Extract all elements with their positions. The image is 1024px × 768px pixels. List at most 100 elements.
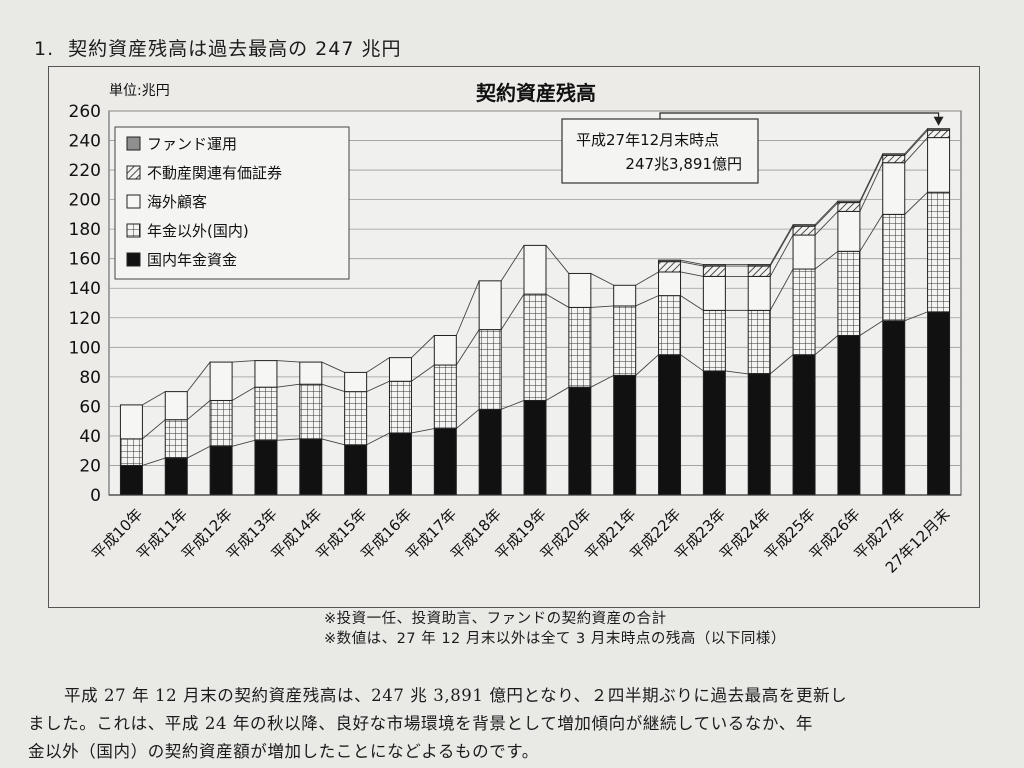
- bar-segment-fund: [658, 259, 682, 263]
- bar-segment-domestic-pension: [254, 439, 278, 496]
- connector-line: [859, 153, 884, 202]
- y-tick-label: 120: [69, 309, 101, 329]
- bar-segment-domestic-pension: [299, 438, 323, 496]
- connector-line: [680, 354, 704, 372]
- bar-segment-domestic-pension: [613, 374, 637, 496]
- body-paragraph-line: 金以外（国内）の契約資産額が増加したことになどよるものです。: [28, 742, 539, 761]
- bar-segment-non-pension-domestic: [613, 305, 637, 376]
- legend-box: [114, 126, 350, 280]
- bar-segment-fund: [792, 224, 816, 227]
- connector-line: [455, 329, 480, 366]
- bar-segment-real-estate: [658, 261, 682, 273]
- bar-segment-overseas: [433, 334, 457, 366]
- connector-line: [814, 202, 839, 227]
- connector-line: [142, 457, 166, 466]
- bar-segment-domestic-pension: [478, 408, 502, 496]
- legend-swatch: [126, 165, 141, 180]
- bar-segment-real-estate: [837, 202, 861, 212]
- connector-line: [321, 438, 345, 446]
- connector-line: [366, 432, 390, 446]
- bar-segment-domestic-pension: [433, 428, 457, 496]
- bar-segment-domestic-pension: [837, 334, 861, 496]
- bar-segment-overseas: [568, 272, 592, 308]
- connector-line: [500, 245, 525, 282]
- bar-segment-overseas: [344, 371, 368, 393]
- bar-segment-non-pension-domestic: [927, 191, 951, 313]
- bar-segment-domestic-pension: [164, 457, 188, 496]
- section-title: 契約資産残高は過去最高の 247 兆円: [68, 38, 402, 60]
- connector-line: [321, 383, 345, 393]
- bar-segment-overseas: [209, 361, 233, 401]
- legend-label: 海外顧客: [147, 193, 207, 211]
- connector-line: [725, 370, 749, 375]
- bar-segment-non-pension-domestic: [164, 419, 188, 459]
- y-tick-label: 160: [69, 250, 101, 270]
- connector-line: [904, 191, 928, 215]
- connector-line: [456, 408, 480, 429]
- bar-segment-non-pension-domestic: [882, 213, 906, 322]
- connector-line: [904, 311, 928, 322]
- connector-line: [680, 261, 704, 267]
- footnote-1: ※投資一任、投資助言、ファンドの契約資産の合計: [324, 611, 667, 627]
- connector-line: [859, 162, 884, 212]
- bar-segment-domestic-pension: [209, 445, 233, 496]
- bar-segment-non-pension-domestic: [254, 386, 278, 441]
- y-tick-label: 20: [79, 456, 101, 476]
- legend-swatch: [126, 252, 141, 267]
- y-tick-label: 180: [69, 220, 101, 240]
- bar-segment-real-estate: [702, 265, 726, 277]
- connector-line: [769, 268, 794, 311]
- bar-segment-real-estate: [792, 225, 816, 236]
- bar-segment-non-pension-domestic: [523, 293, 547, 401]
- bar-segment-domestic-pension: [927, 311, 951, 496]
- bar-segment-domestic-pension: [747, 373, 771, 496]
- bar-segment-overseas: [254, 360, 278, 388]
- bar-segment-non-pension-domestic: [433, 364, 457, 430]
- connector-line: [545, 386, 570, 401]
- bar-segment-overseas: [478, 280, 502, 331]
- connector-line: [635, 295, 659, 307]
- connector-line: [680, 295, 704, 311]
- bar-segment-non-pension-domestic: [837, 250, 861, 336]
- y-tick-label: 260: [69, 102, 101, 122]
- bar-segment-non-pension-domestic: [299, 383, 323, 440]
- bar-segment-overseas: [523, 244, 547, 295]
- annotation-box: [561, 118, 759, 184]
- bar-segment-real-estate: [882, 154, 906, 164]
- connector-line: [769, 234, 794, 277]
- y-tick-label: 240: [69, 132, 101, 152]
- connector-line: [545, 293, 570, 308]
- legend-swatch: [126, 223, 141, 238]
- connector-line: [904, 128, 928, 155]
- connector-line: [500, 293, 525, 330]
- stacked-bar-chart: 020406080100120140160180200220240260平成10…: [69, 81, 962, 577]
- bar-segment-domestic-pension: [568, 386, 592, 496]
- bar-segment-overseas: [164, 391, 188, 421]
- y-tick-label: 220: [69, 161, 101, 181]
- connector-line: [411, 428, 435, 434]
- connector-line: [276, 383, 300, 388]
- connector-line: [814, 250, 839, 270]
- bar-segment-overseas: [658, 271, 682, 297]
- connector-line: [232, 360, 255, 363]
- bar-segment-non-pension-domestic: [792, 268, 816, 356]
- y-tick-label: 140: [69, 279, 101, 299]
- bar-segment-non-pension-domestic: [747, 309, 771, 375]
- connector-line: [142, 419, 166, 440]
- connector-line: [635, 271, 659, 286]
- legend-label: 年金以外(国内): [147, 222, 249, 240]
- bar-segment-non-pension-domestic: [478, 329, 502, 410]
- bar-segment-domestic-pension: [119, 464, 143, 496]
- connector-line: [590, 374, 614, 388]
- bar-segment-overseas: [613, 284, 637, 307]
- connector-line: [187, 445, 211, 459]
- legend-swatch: [126, 136, 141, 151]
- bar-segment-non-pension-domestic: [388, 380, 412, 434]
- connector-line: [545, 245, 570, 274]
- bar-segment-domestic-pension: [523, 399, 547, 496]
- unit-label: 単位:兆円: [109, 83, 170, 99]
- connector-line: [590, 273, 614, 286]
- connector-line: [814, 335, 839, 356]
- section-heading: 1. 契約資産残高は過去最高の 247 兆円: [34, 34, 402, 61]
- y-tick-label: 200: [69, 191, 101, 211]
